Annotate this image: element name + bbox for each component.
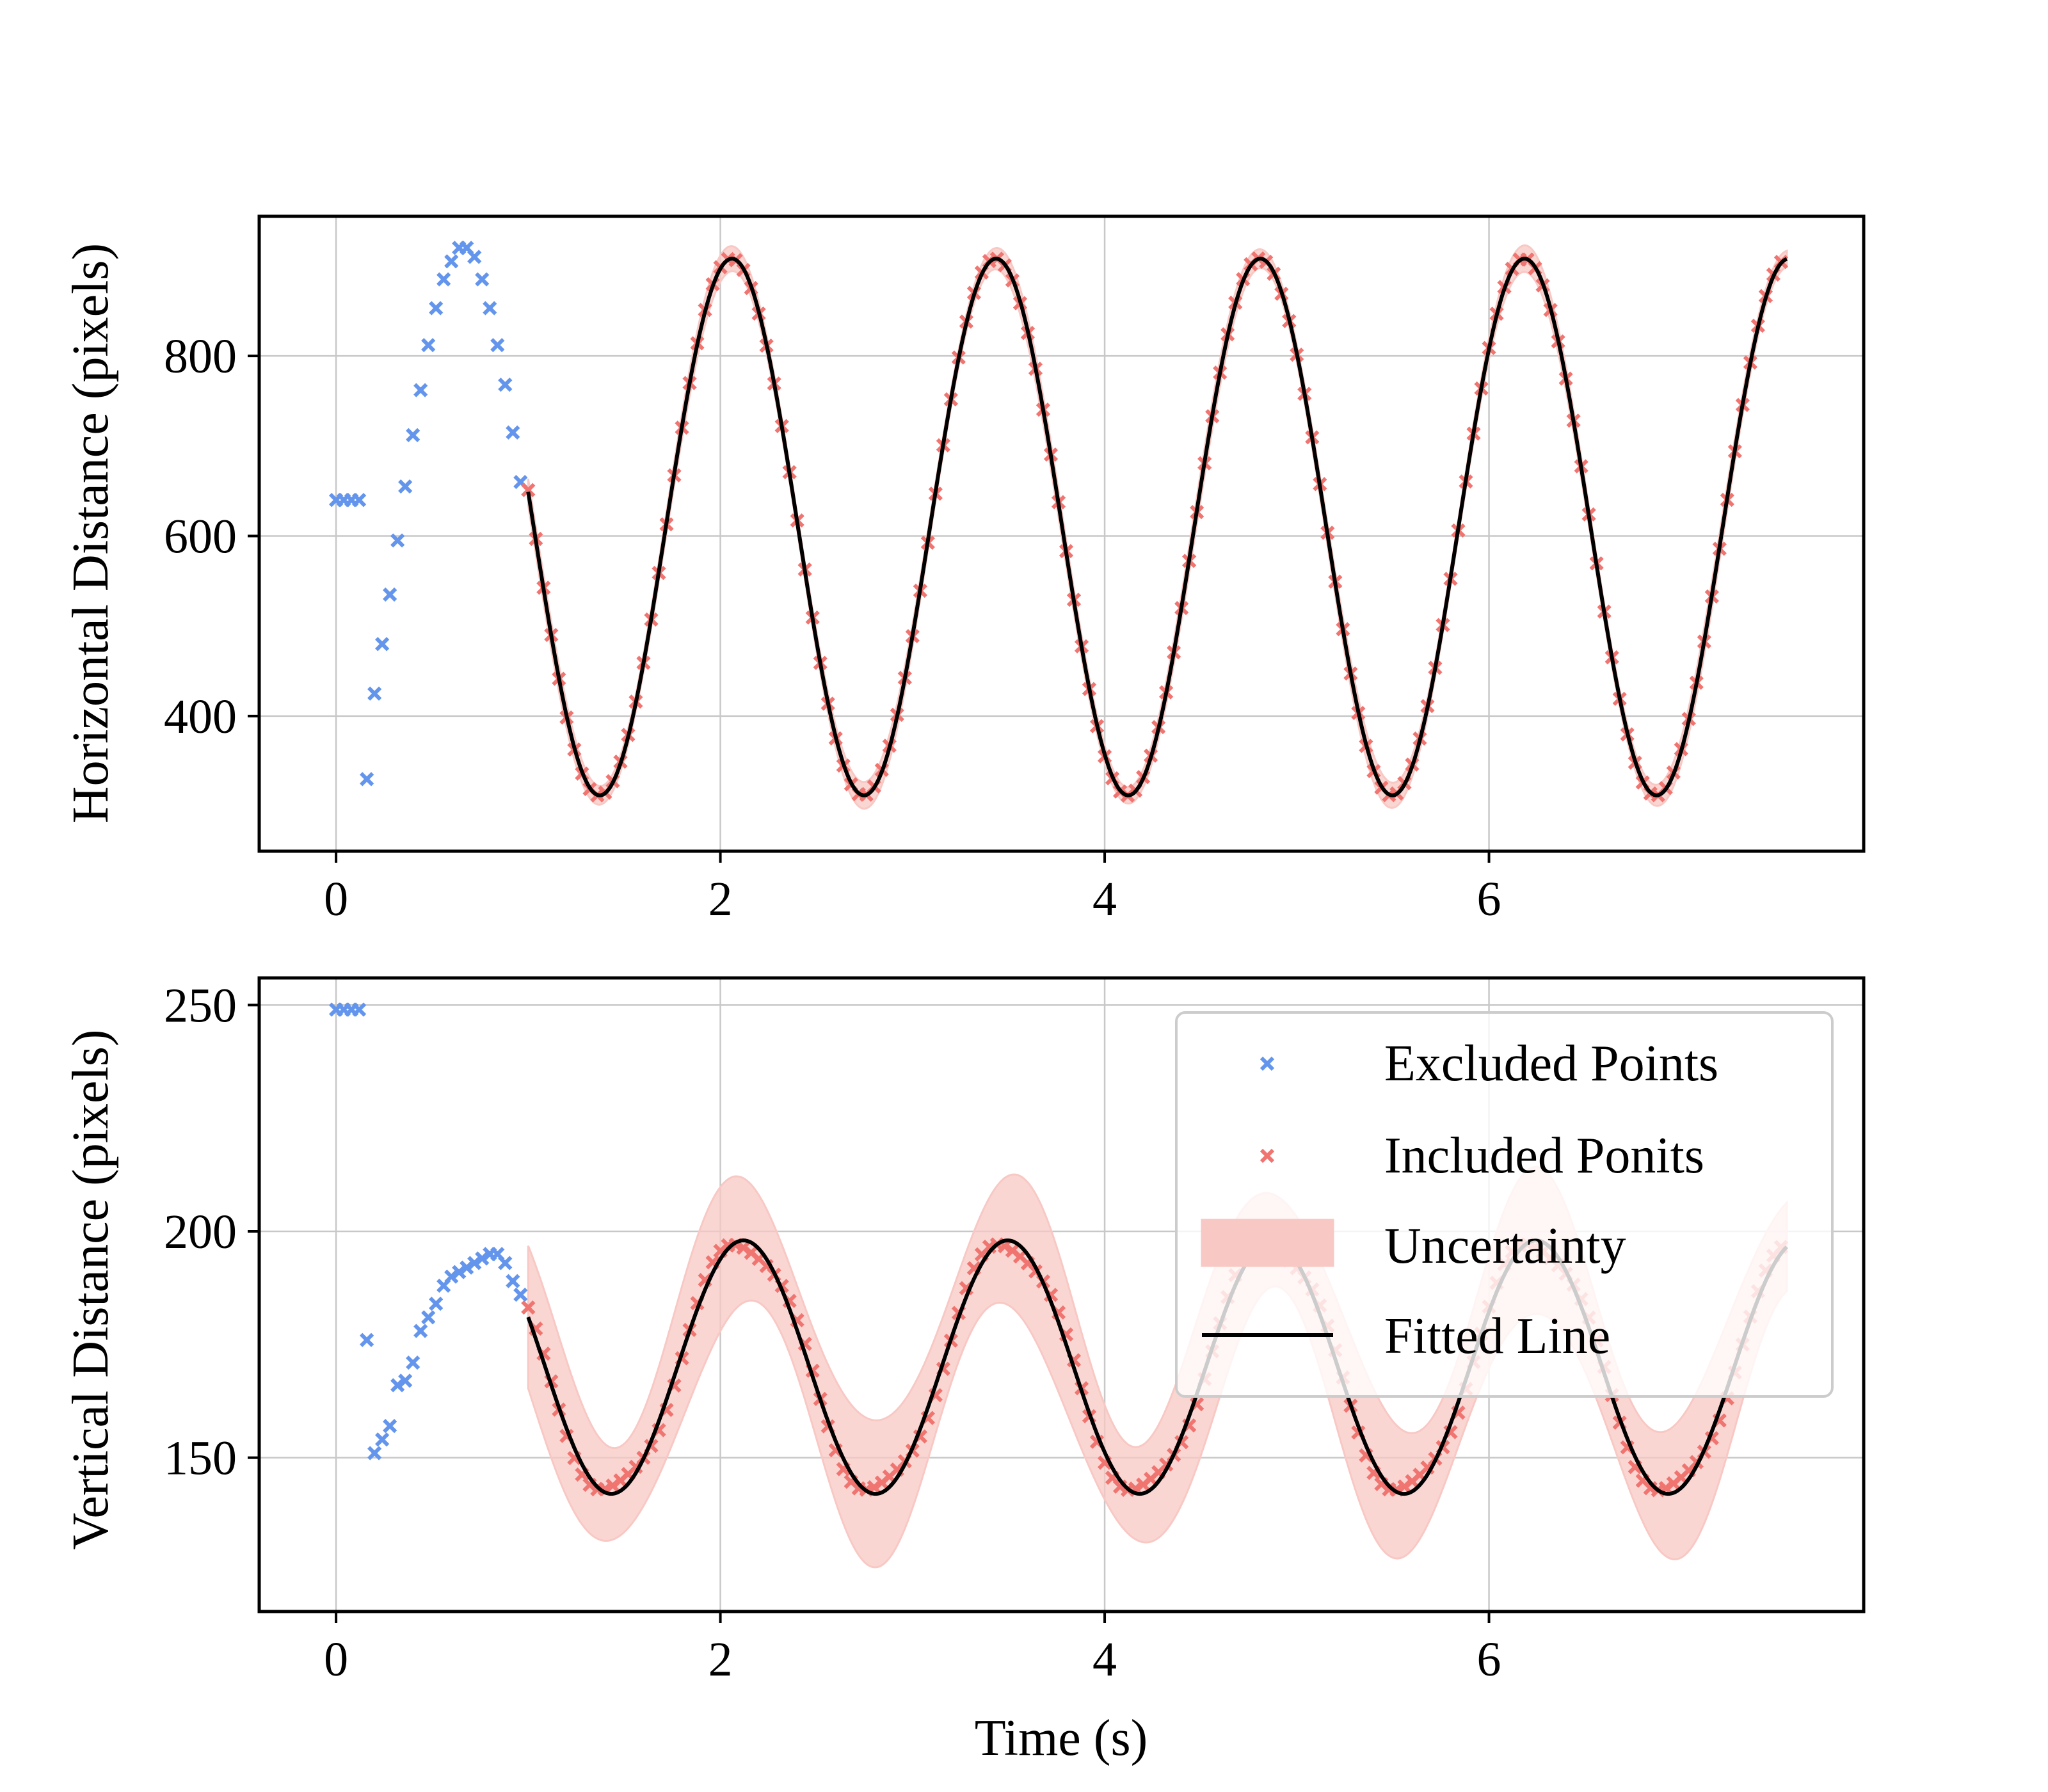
plot-frame [257,214,1866,853]
horizontal-distance-panel: 0 2 4 6 400 600 800 Horizontal Distance (pixe… [63,214,1866,926]
excluded-point [383,587,397,602]
y-tick-label: 250 [164,979,237,1032]
excluded-point [413,383,428,397]
legend-marker-excluded-icon [1260,1056,1275,1071]
excluded-point [444,1269,459,1284]
y-axis-label: Horizontal Distance (pixels) [63,243,119,823]
y-tick-label: 150 [164,1432,237,1485]
y-tick-label: 200 [164,1205,237,1259]
excluded-point [429,1297,444,1311]
legend-item-fitted: Fitted Line [1202,1308,1610,1364]
excluded-point [467,1256,482,1270]
x-tick-label: 2 [708,872,733,926]
excluded-point [352,1002,367,1017]
x-tick-label: 0 [324,872,348,926]
excluded-point [513,1287,528,1302]
legend-marker-included [1260,1148,1275,1164]
excluded-point [398,479,413,494]
x-axis-ticks: 0 2 4 6 [324,1612,1501,1686]
excluded-point [367,1446,382,1460]
legend-label-excluded: Excluded Points [1384,1036,1718,1092]
legend-label-included: Included Ponits [1384,1128,1704,1184]
excluded-point [506,1274,520,1288]
excluded-point [452,1265,467,1279]
x-tick-label: 4 [1092,872,1117,926]
legend-item-uncertainty: Uncertainty [1201,1218,1626,1274]
excluded-point [406,1355,420,1370]
excluded-point [367,686,382,701]
excluded-point [421,338,436,353]
x-tick-label: 2 [708,1633,733,1686]
excluded-point [429,301,444,316]
excluded-point [498,1256,513,1270]
excluded-point [360,772,374,787]
excluded-point [436,272,451,287]
excluded-point [498,378,513,392]
excluded-point [421,1310,436,1325]
y-tick-label: 600 [164,510,237,564]
x-axis-ticks: 0 2 4 6 [324,851,1501,926]
excluded-points [328,1002,528,1460]
x-tick-label: 0 [324,1633,348,1686]
fitted-line-path [526,257,1788,797]
legend-item-excluded: Excluded Points [1260,1036,1718,1092]
y-tick-label: 400 [164,690,237,744]
excluded-point [467,250,482,264]
fitted-line [526,257,1788,797]
y-axis-label: Vertical Distance (pixels) [63,1029,119,1549]
excluded-point [490,338,505,353]
y-tick-label: 800 [164,330,237,383]
excluded-point [460,1260,474,1275]
excluded-point [398,1373,413,1388]
legend-label-uncertainty: Uncertainty [1384,1218,1626,1274]
included-point [521,483,536,497]
excluded-point [406,428,420,443]
legend-marker-excluded [1260,1056,1275,1071]
excluded-point [475,272,490,287]
x-tick-label: 6 [1477,1633,1501,1686]
included-point [521,1300,536,1315]
y-axis-ticks: 400 600 800 [164,330,259,744]
excluded-point [390,533,405,548]
excluded-point [383,1418,397,1434]
excluded-point [506,425,520,440]
excluded-point [390,1378,405,1393]
x-tick-label: 4 [1092,1633,1117,1686]
excluded-point [375,1432,390,1447]
plot-frame [257,976,1866,1613]
x-tick-label: 6 [1477,872,1501,926]
legend-label-fitted: Fitted Line [1384,1308,1610,1364]
legend-patch-uncertainty-icon [1201,1219,1334,1267]
excluded-point [483,301,497,316]
excluded-point [475,1251,490,1266]
legend: Excluded Points Included Ponits Uncertai… [1175,1011,1834,1398]
legend-frame [1175,1011,1834,1398]
excluded-point [444,254,459,269]
x-axis-label: Time (s) [975,1710,1148,1766]
excluded-point [375,637,390,652]
legend-item-included: Included Ponits [1260,1128,1704,1184]
excluded-points [328,241,528,787]
y-axis-ticks: 150 200 250 [164,979,259,1485]
excluded-point [352,493,367,508]
excluded-point [360,1332,374,1347]
legend-marker-included-icon [1260,1148,1275,1164]
excluded-point [413,1324,428,1338]
